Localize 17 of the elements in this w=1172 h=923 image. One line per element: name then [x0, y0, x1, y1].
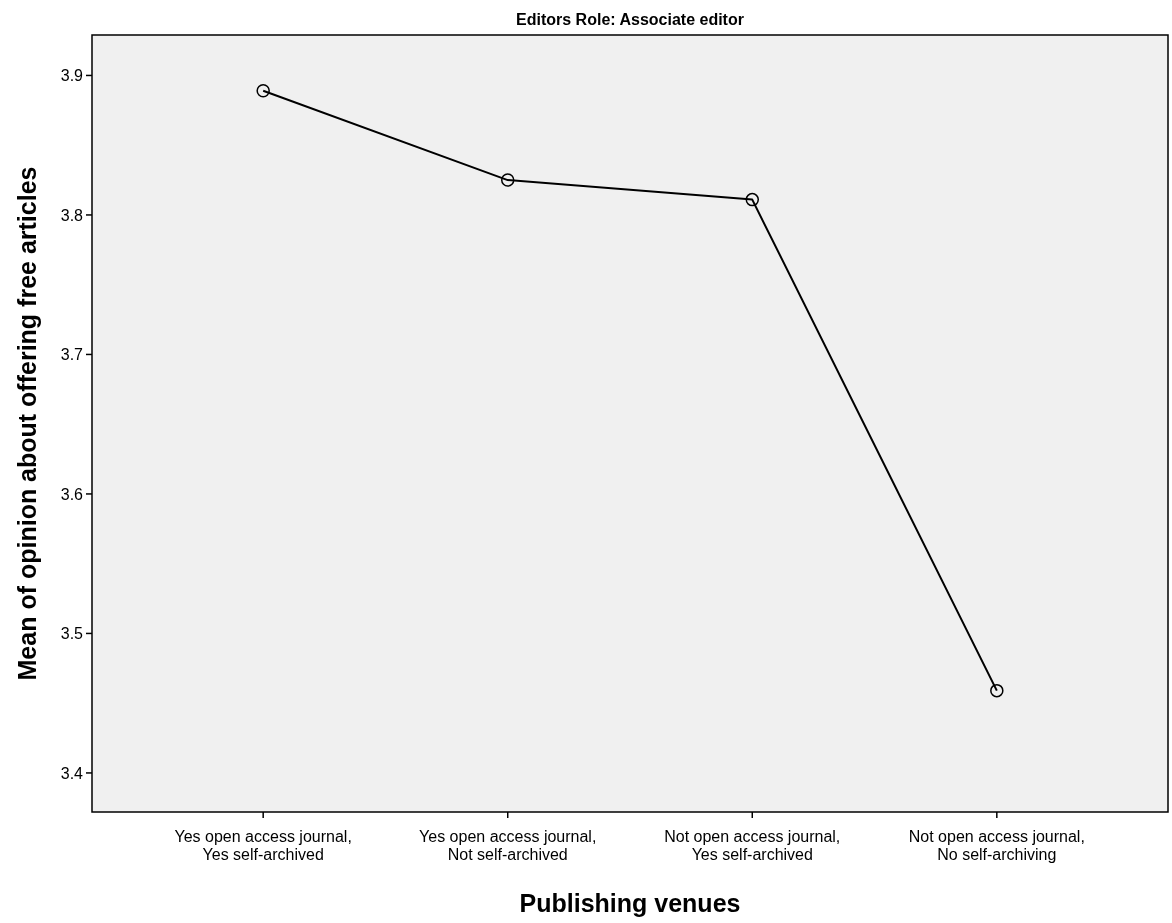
point: [990, 683, 1004, 698]
point: [500, 173, 515, 187]
x-axis-title: Publishing venues: [519, 889, 741, 917]
y-tick-label: 3.4: [60, 764, 84, 782]
chart-title: Editors Role: Associate editor: [516, 11, 744, 28]
x-tick-label: Yes open access journal, Yes self-archived: [174, 828, 352, 863]
x-tick-label: Yes open access journal, Not self-archived: [419, 828, 597, 863]
y-axis-title: Mean of opinion about offering free articles: [13, 166, 41, 681]
y-tick-label: 3.5: [60, 625, 84, 643]
x-tick-label: Not open access journal, No self-archiving: [908, 828, 1085, 863]
y-tick-label: 3.8: [60, 206, 84, 224]
x-tick-label: Not open access journal, Yes self-archived: [664, 828, 841, 863]
y-tick-label: 3.7: [60, 346, 84, 364]
point: [256, 84, 270, 98]
point: [745, 192, 760, 207]
y-tick-label: 3.9: [60, 67, 84, 85]
y-tick-label: 3.6: [60, 485, 84, 503]
